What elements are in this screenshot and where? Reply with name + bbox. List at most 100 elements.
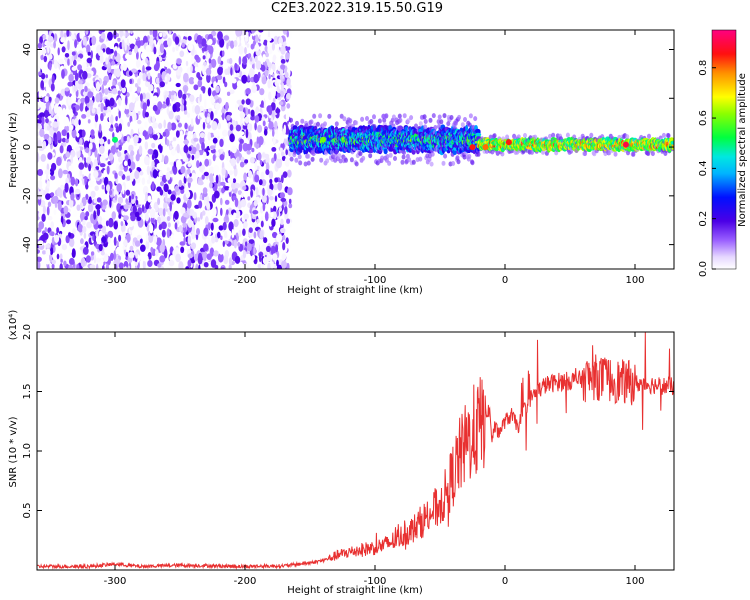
heatmap-cell (79, 30, 83, 39)
heatmap-cell (58, 168, 63, 179)
heatmap-cell (184, 169, 188, 179)
heatmap-cell (97, 106, 101, 115)
heatmap-cell (254, 256, 258, 262)
heatmap-cell (196, 160, 200, 169)
heatmap-cell (68, 237, 75, 248)
heatmap-cell (149, 30, 153, 35)
heatmap-cell (129, 78, 133, 84)
heatmap-cell (117, 196, 124, 204)
heatmap-cell (75, 146, 81, 152)
heatmap-cell (87, 119, 91, 124)
heatmap-cell (144, 121, 148, 128)
heatmap-cell (128, 252, 135, 258)
heatmap-cell (145, 92, 151, 102)
heatmap-cell (128, 222, 134, 228)
heatmap-cell (222, 129, 228, 137)
heatmap-cell (53, 59, 59, 69)
heatmap-cell (168, 106, 172, 111)
heatmap-cell (201, 142, 205, 151)
heatmap-cell (114, 46, 118, 51)
heatmap-cell (262, 187, 265, 196)
heatmap-cell (288, 203, 293, 209)
heatmap-cell (153, 201, 159, 212)
heatmap-cell (46, 206, 50, 216)
heatmap-cell (288, 198, 292, 204)
heatmap-cell (213, 95, 219, 100)
heatmap-cell (243, 213, 250, 220)
heatmap-cell (103, 253, 109, 262)
heatmap-cell (166, 216, 171, 222)
heatmap-cell (109, 97, 115, 107)
heatmap-cell (430, 151, 435, 157)
heatmap-cell (246, 150, 251, 155)
heatmap-cell (182, 231, 186, 238)
heatmap-cell (262, 120, 266, 127)
heatmap-cell (220, 181, 226, 186)
heatmap-cell (220, 207, 223, 216)
heatmap-cell (136, 234, 142, 240)
heatmap-cell (37, 152, 40, 162)
heatmap-cell (157, 144, 162, 150)
heatmap-cell (272, 97, 276, 103)
heatmap-cell (264, 70, 269, 77)
heatmap-cell (202, 151, 207, 159)
heatmap-cell (334, 121, 339, 127)
heatmap-cell (185, 60, 189, 67)
heatmap-cell (226, 114, 231, 121)
heatmap-cell (59, 263, 63, 269)
heatmap-cell (125, 53, 130, 60)
heatmap-cell (86, 156, 92, 163)
heatmap-cell (95, 81, 101, 92)
heatmap-cell (135, 251, 139, 259)
heatmap-cell (114, 172, 118, 179)
heatmap-cell (135, 153, 140, 162)
heatmap-cell (193, 192, 197, 201)
heatmap-cell (171, 90, 175, 96)
heatmap-cell (43, 55, 48, 63)
heatmap-cell (263, 237, 268, 244)
heatmap-cell (96, 257, 101, 263)
heatmap-cell (123, 239, 128, 247)
heatmap-cell (65, 138, 69, 144)
heatmap-cell (368, 153, 373, 159)
heatmap-cell (37, 42, 43, 49)
heatmap-cell (238, 56, 242, 65)
heatmap-cell (53, 40, 56, 49)
heatmap-cell (147, 72, 151, 80)
heatmap-cell (285, 111, 290, 122)
heatmap-cell (255, 60, 262, 70)
heatmap-cell (222, 240, 225, 247)
heatmap-cell (172, 137, 177, 142)
heatmap-cell (168, 30, 172, 35)
heatmap-cell (158, 224, 163, 231)
heatmap-cell (275, 159, 282, 169)
heatmap-cell (147, 252, 152, 260)
heatmap-cell (109, 189, 113, 196)
heatmap-cell (61, 244, 68, 251)
heatmap-cell (144, 80, 150, 88)
heatmap-cell (113, 106, 119, 117)
heatmap-cell (87, 180, 94, 188)
heatmap-cell (156, 163, 162, 170)
heatmap-cell (127, 158, 131, 167)
heatmap-cell (50, 221, 54, 230)
heatmap-cell (295, 120, 299, 126)
heatmap-cell (56, 227, 60, 234)
heatmap-cell (38, 89, 42, 99)
heatmap-cell (157, 216, 161, 223)
heatmap-cell (98, 138, 105, 145)
heatmap-cell (37, 169, 44, 176)
heatmap-cell (270, 261, 275, 269)
heatmap-cell (248, 170, 253, 179)
heatmap-cell (251, 84, 257, 93)
heatmap-cell (58, 58, 64, 65)
heatmap-cell (125, 95, 128, 106)
heatmap-cell (402, 113, 407, 119)
heatmap-cell (137, 78, 141, 86)
heatmap-cell (114, 194, 118, 201)
heatmap-cell (267, 62, 273, 68)
heatmap-cell (286, 92, 291, 100)
heatmap-cell (270, 211, 274, 218)
heatmap-cell (226, 91, 231, 97)
heatmap-cell (45, 118, 49, 124)
